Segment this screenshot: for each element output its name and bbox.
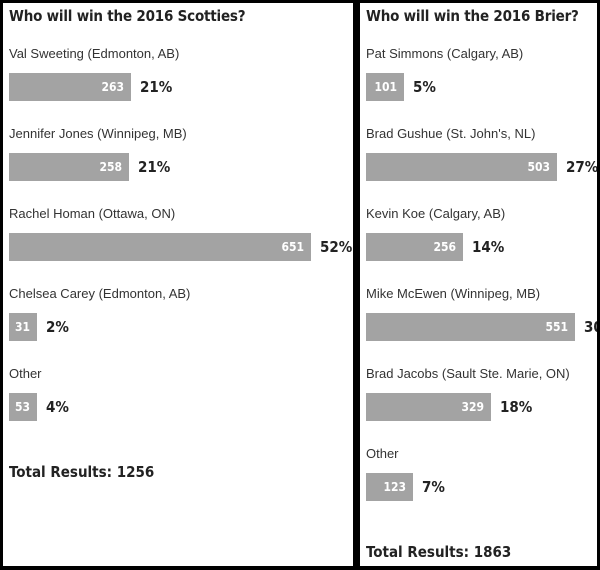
vote-bar: 31 bbox=[9, 313, 37, 341]
vote-percent: 4% bbox=[46, 398, 69, 416]
vote-bar: 551 bbox=[366, 313, 575, 341]
vote-count: 503 bbox=[527, 160, 550, 174]
vote-bar: 101 bbox=[366, 73, 404, 101]
vote-percent: 14% bbox=[472, 238, 505, 256]
vote-bar: 503 bbox=[366, 153, 557, 181]
vote-percent: 21% bbox=[138, 158, 171, 176]
vote-count: 31 bbox=[14, 320, 30, 334]
vote-percent: 18% bbox=[500, 398, 533, 416]
vote-percent: 27% bbox=[566, 158, 597, 176]
scotties-total-results: Total Results: 1256 bbox=[9, 463, 155, 481]
option-label: Other bbox=[366, 446, 399, 461]
option-label: Mike McEwen (Winnipeg, MB) bbox=[366, 286, 541, 301]
vote-bar: 53 bbox=[9, 393, 37, 421]
vote-count: 101 bbox=[374, 80, 397, 94]
vote-bar: 123 bbox=[366, 473, 413, 501]
option-label: Val Sweeting (Edmonton, AB) bbox=[9, 46, 180, 61]
vote-count: 551 bbox=[545, 320, 568, 334]
vote-percent: 21% bbox=[140, 78, 173, 96]
option-label: Jennifer Jones (Winnipeg, MB) bbox=[9, 126, 187, 141]
vote-count: 651 bbox=[281, 240, 304, 254]
brier-poll-title: Who will win the 2016 Brier? bbox=[366, 7, 579, 25]
brier-poll-panel: Who will win the 2016 Brier? Pat Simmons … bbox=[360, 3, 597, 566]
brier-total-results: Total Results: 1863 bbox=[366, 543, 512, 561]
vote-percent: 5% bbox=[413, 78, 436, 96]
option-label: Pat Simmons (Calgary, AB) bbox=[366, 46, 524, 61]
vote-percent: 7% bbox=[422, 478, 445, 496]
vote-bar: 256 bbox=[366, 233, 463, 261]
vote-bar: 651 bbox=[9, 233, 311, 261]
option-label: Other bbox=[9, 366, 42, 381]
vote-count: 53 bbox=[14, 400, 30, 414]
vote-count: 329 bbox=[461, 400, 484, 414]
option-label: Kevin Koe (Calgary, AB) bbox=[366, 206, 506, 221]
scotties-poll-title: Who will win the 2016 Scotties? bbox=[9, 7, 246, 25]
option-label: Brad Gushue (St. John's, NL) bbox=[366, 126, 536, 141]
vote-bar: 263 bbox=[9, 73, 131, 101]
vote-percent: 30% bbox=[584, 318, 597, 336]
option-label: Chelsea Carey (Edmonton, AB) bbox=[9, 286, 191, 301]
vote-bar: 329 bbox=[366, 393, 491, 421]
vote-percent: 52% bbox=[320, 238, 353, 256]
option-label: Rachel Homan (Ottawa, ON) bbox=[9, 206, 176, 221]
scotties-poll-panel: Who will win the 2016 Scotties? Val Sweet… bbox=[3, 3, 353, 566]
vote-count: 258 bbox=[99, 160, 122, 174]
vote-bar: 258 bbox=[9, 153, 129, 181]
vote-percent: 2% bbox=[46, 318, 69, 336]
vote-count: 123 bbox=[383, 480, 406, 494]
vote-count: 263 bbox=[101, 80, 124, 94]
option-label: Brad Jacobs (Sault Ste. Marie, ON) bbox=[366, 366, 570, 381]
vote-count: 256 bbox=[433, 240, 456, 254]
